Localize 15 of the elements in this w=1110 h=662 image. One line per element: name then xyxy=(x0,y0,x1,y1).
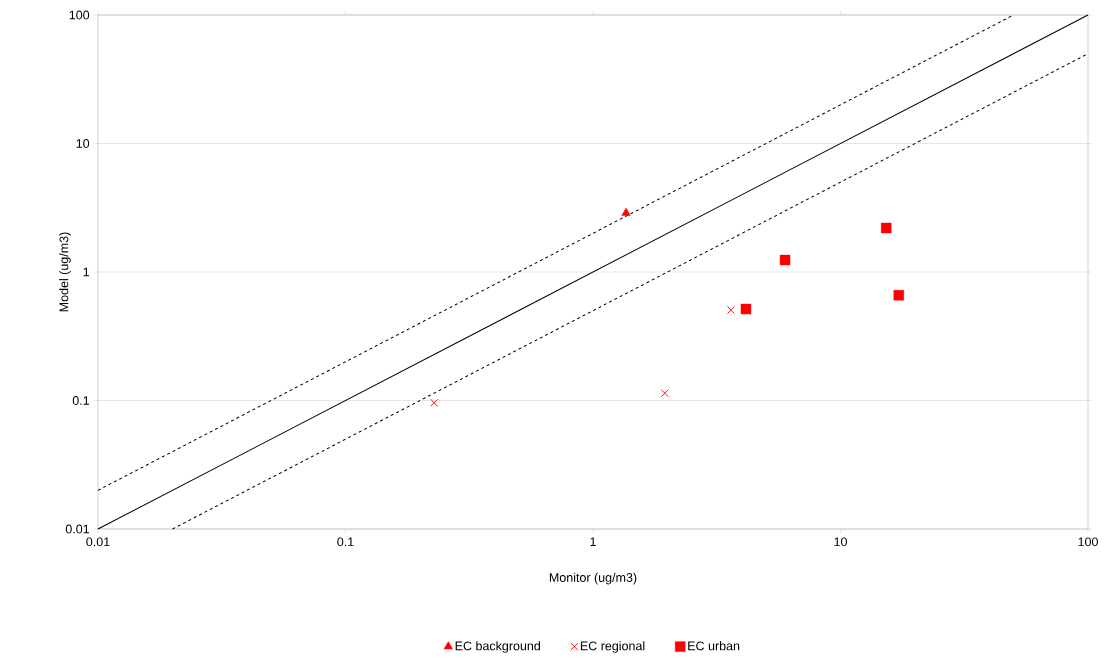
y-tick-label: 1 xyxy=(83,267,90,277)
y-axis-title: Model (ug/m3) xyxy=(59,232,71,312)
y-tick-label: 0.01 xyxy=(65,524,90,534)
x-tick-label: 100 xyxy=(1078,537,1098,547)
y-tick-label: 10 xyxy=(76,139,90,148)
x-tick-label: 0.01 xyxy=(86,537,110,547)
legend-label: EC urban xyxy=(688,641,740,651)
x-tick-label: 10 xyxy=(834,537,847,547)
y-tick-label: 100 xyxy=(69,10,90,20)
x-tick-label: 1 xyxy=(590,537,596,546)
x-tick-label: 0.1 xyxy=(337,537,354,547)
y-tick-label: 0.1 xyxy=(72,396,90,405)
legend-label: EC regional xyxy=(580,641,645,653)
x-axis-title: Monitor (ug/m3) xyxy=(549,572,637,585)
legend-label: EC background xyxy=(455,641,540,653)
